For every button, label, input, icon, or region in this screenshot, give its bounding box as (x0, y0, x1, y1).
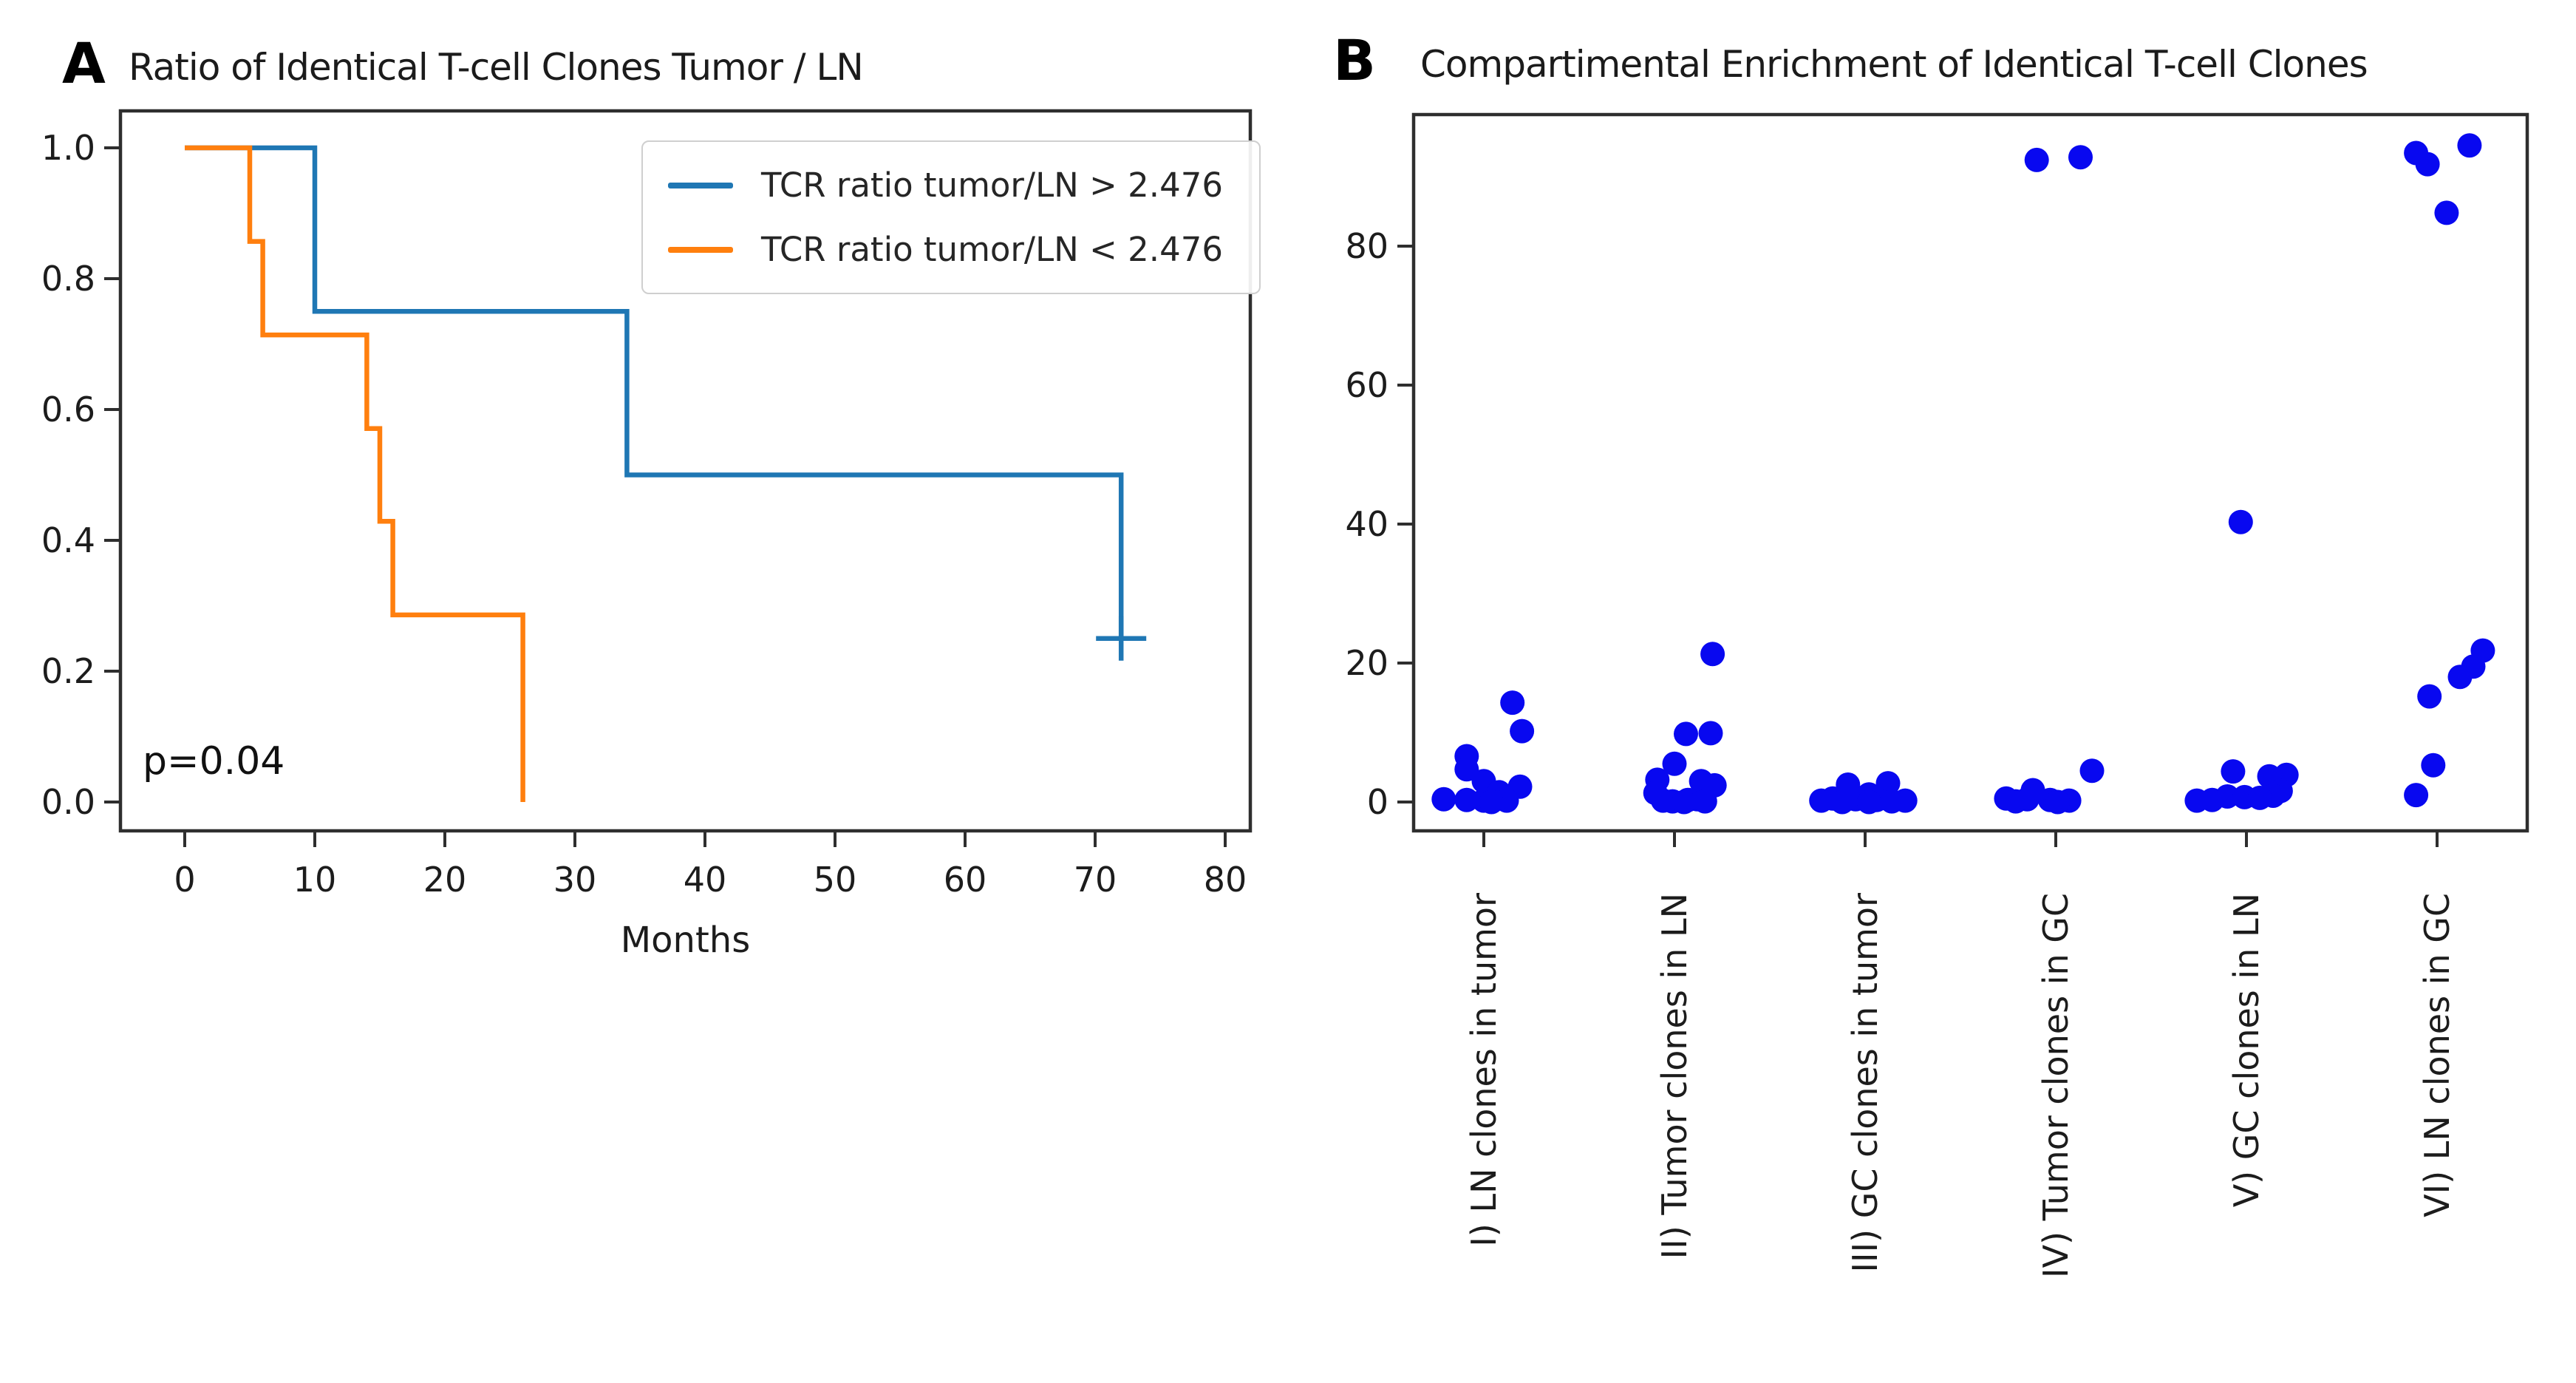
category-label: V) GC clones in LN (2226, 893, 2266, 1207)
y-tick-label: 20 (1345, 643, 1388, 683)
strip-dot (1662, 751, 1687, 776)
strip-dot (2045, 789, 2071, 815)
strip-dot (1431, 786, 1456, 812)
category-label: II) Tumor clones in LN (1655, 893, 1694, 1259)
panel-b-letter: B (1333, 27, 1376, 93)
strip-dot (2024, 147, 2049, 172)
strip-dot (1672, 789, 1697, 815)
legend-line-swatch-orange (668, 246, 733, 253)
strip-dot (2417, 684, 2442, 709)
strip-dot (1809, 788, 1834, 813)
legend-line-swatch-blue (668, 182, 733, 188)
x-axis-label: Months (621, 920, 750, 961)
strip-dot (2221, 759, 2246, 784)
strip-dot (1692, 789, 1717, 814)
panel-b-title: Compartimental Enrichment of Identical T… (1420, 43, 2368, 86)
strip-dot (2447, 665, 2473, 690)
x-tick-label: 0 (174, 860, 195, 900)
strip-dot (2247, 785, 2272, 810)
panel-a-letter: A (62, 30, 106, 96)
strip-dot (1700, 642, 1725, 667)
x-tick-label: 50 (814, 860, 857, 900)
strip-dot (1879, 789, 1904, 814)
y-tick-label: 60 (1345, 365, 1388, 405)
strip-dot (2003, 789, 2028, 814)
strip-chart: 0 20 40 60 80 I) LN clones in tumor II) Tumor … (1345, 112, 2529, 1278)
strip-dot (1698, 721, 1723, 746)
survival-curve-low-ratio (185, 145, 525, 802)
p-value-annotation: p=0.04 (143, 739, 285, 784)
panel-a-title: Ratio of Identical T-cell Clones Tumor /… (129, 46, 864, 89)
survival-curve-high-ratio (185, 145, 1124, 639)
y-tick-label: 0.8 (41, 259, 95, 299)
strip-dot (2421, 752, 2446, 778)
legend-entry-high-ratio: TCR ratio tumor/LN > 2.476 (668, 166, 1259, 205)
y-tick-label: 0.6 (41, 390, 95, 429)
strip-dot (2434, 200, 2459, 225)
y-tick-label: 0.4 (41, 520, 95, 560)
category-label: VI) LN clones in GC (2417, 893, 2457, 1217)
category-label: IV) Tumor clones in GC (2036, 893, 2076, 1278)
strip-dot (1500, 690, 1525, 716)
y-tick-label: 0.0 (41, 782, 95, 822)
x-tick-label: 60 (944, 860, 987, 900)
x-tick-label: 20 (423, 860, 467, 900)
strip-plot-border (1411, 112, 2529, 833)
strip-dot (1674, 721, 1698, 747)
y-tick-label: 1.0 (41, 128, 95, 168)
x-tick-label: 30 (553, 860, 597, 900)
y-tick-label: 40 (1345, 504, 1388, 544)
legend: TCR ratio tumor/LN > 2.476 TCR ratio tum… (641, 140, 1261, 294)
x-tick-label: 40 (684, 860, 727, 900)
legend-label: TCR ratio tumor/LN < 2.476 (761, 230, 1223, 269)
strip-dot (1510, 718, 1535, 744)
strip-dot (2068, 145, 2093, 170)
y-tick-label: 80 (1345, 226, 1388, 266)
strip-dot (1830, 789, 1855, 815)
y-tick-label: 0 (1367, 782, 1388, 822)
strip-dot (2079, 758, 2105, 784)
x-tick-label: 80 (1204, 860, 1247, 900)
strip-dot (2184, 788, 2209, 813)
category-label: III) GC clones in tumor (1845, 893, 1885, 1273)
y-tick-label: 0.2 (41, 651, 95, 691)
km-plot-border (118, 109, 1253, 833)
strip-dot (1479, 789, 1504, 815)
legend-label: TCR ratio tumor/LN > 2.476 (761, 166, 1223, 205)
x-tick-label: 70 (1074, 860, 1117, 900)
category-label: I) LN clones in tumor (1464, 893, 1504, 1247)
strip-dot (2457, 133, 2482, 158)
strip-dot (1454, 757, 1479, 782)
strip-dot (2415, 152, 2440, 177)
x-tick-label: 10 (293, 860, 337, 900)
strip-dot (2228, 509, 2253, 534)
strip-dot (2404, 783, 2429, 808)
strip-dot (1454, 787, 1479, 812)
legend-entry-low-ratio: TCR ratio tumor/LN < 2.476 (668, 230, 1259, 269)
strip-dot (1856, 789, 1881, 815)
km-chart: 0 10 20 30 40 50 60 70 80 Months 0.0 0.2 0.4 0.6 0.8 1.… (41, 109, 1253, 961)
